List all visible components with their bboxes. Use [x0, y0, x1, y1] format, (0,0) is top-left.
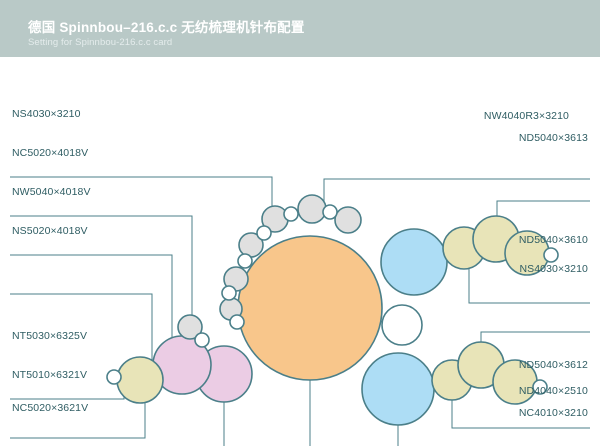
roller-white-roller-right[interactable] — [381, 304, 423, 346]
roller-gray-pin-3[interactable] — [322, 204, 338, 220]
roller-gray-pin-4[interactable] — [237, 253, 253, 269]
leader-lines-group — [10, 176, 590, 446]
leader-nc4010-3210 — [309, 380, 311, 446]
page-subtitle: Setting for Spinnbou-216.c.c card — [28, 37, 173, 48]
roller-small-circle-lr[interactable] — [532, 379, 548, 395]
lbl-nd5040-3610: ND5040×3610 — [518, 234, 588, 246]
roller-gray-pin-7[interactable] — [194, 332, 210, 348]
lbl-ns4030-3210-right: NS4030×3210 — [519, 263, 588, 275]
roller-small-circle-ur[interactable] — [543, 247, 559, 263]
leader-nt5030-6325v — [10, 384, 125, 400]
lbl-ns5020-4018v: NS5020×4018V — [12, 225, 88, 237]
leader-nc5020-4018v — [10, 215, 193, 325]
lbl-nc5020-4018v: NC5020×4018V — [12, 147, 89, 159]
roller-main-cylinder[interactable] — [237, 235, 383, 381]
roller-layout-svg — [10, 176, 590, 446]
leader-ns4030-3210-left — [10, 176, 273, 220]
page-header: 德国 Spinnbou–216.c.c 无纺梳理机针布配置 Setting fo… — [0, 0, 600, 57]
leader-nc5020-3621v — [223, 402, 225, 446]
lbl-nd4040-2510: ND4040×2510 — [518, 385, 588, 397]
leader-nd5040-3612 — [451, 400, 590, 429]
lbl-ns4030-3210-left: NS4030×3210 — [12, 108, 81, 120]
lbl-nw4040r3-3210: NW4040R3×3210 — [483, 110, 569, 122]
leader-ns4030-3210-right — [480, 331, 590, 344]
roller-gray-pin-2[interactable] — [283, 206, 299, 222]
leader-nd5040-3613 — [496, 200, 590, 218]
roller-gray-pin-6[interactable] — [229, 314, 245, 330]
roller-gray-roller-7[interactable] — [177, 314, 203, 340]
leader-nt5010-6321v — [10, 387, 146, 439]
lbl-nc5020-3621v: NC5020×3621V — [12, 402, 89, 414]
leader-nd4040-2510 — [397, 425, 399, 446]
leader-nd5040-3610 — [468, 269, 590, 304]
leader-nw4040r3-3210 — [323, 178, 590, 209]
diagram-canvas — [0, 57, 600, 446]
lbl-nc4010-3210: NC4010×3210 — [518, 407, 588, 419]
lbl-nt5010-6321v: NT5010×6321V — [12, 369, 88, 381]
leader-nw5040-4018v — [10, 254, 173, 347]
leader-ns5020-4018v — [10, 293, 153, 377]
roller-small-circle-left[interactable] — [106, 369, 122, 385]
page-title: 德国 Spinnbou–216.c.c 无纺梳理机针布配置 — [28, 20, 305, 35]
lbl-nw5040-4018v: NW5040×4018V — [12, 186, 91, 198]
roller-gray-roller-3[interactable] — [297, 194, 327, 224]
roller-khaki-roller-left[interactable] — [116, 356, 164, 404]
lbl-nt5030-6325v: NT5030×6325V — [12, 330, 88, 342]
lbl-nd5040-3613: ND5040×3613 — [518, 132, 588, 144]
rollers-group — [106, 194, 559, 426]
roller-gray-pin-5[interactable] — [221, 285, 237, 301]
roller-blue-roller-lower[interactable] — [361, 352, 435, 426]
roller-blue-roller-upper[interactable] — [380, 228, 448, 296]
lbl-nd5040-3612: ND5040×3612 — [518, 359, 588, 371]
roller-gray-pin-1[interactable] — [256, 225, 272, 241]
roller-gray-roller-4[interactable] — [334, 206, 362, 234]
